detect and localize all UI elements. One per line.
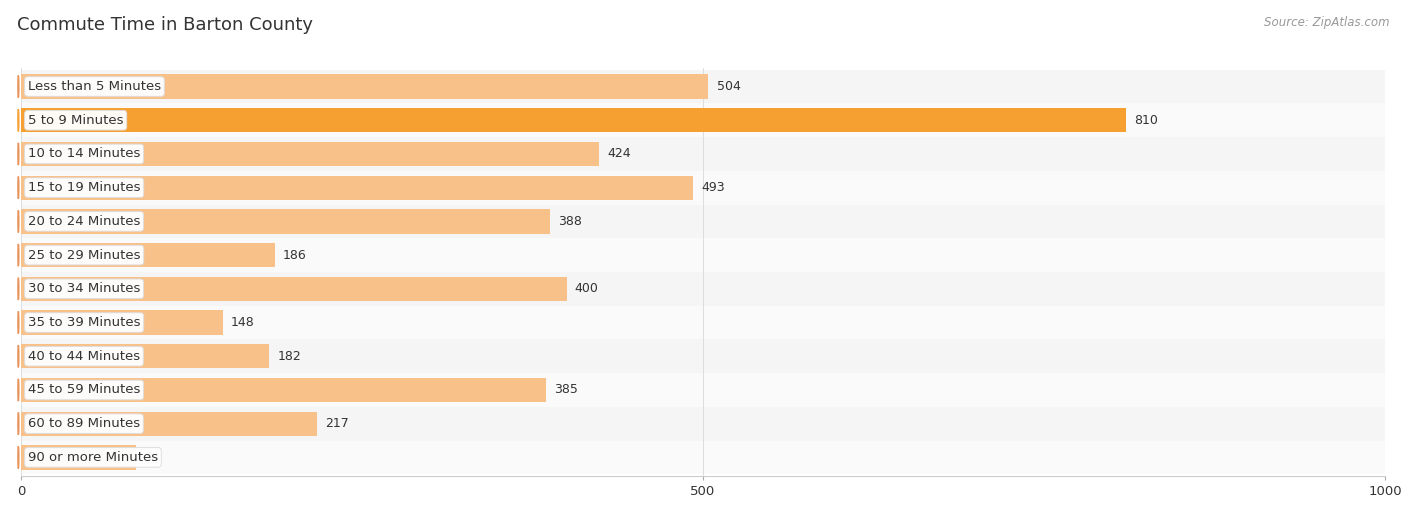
Text: 493: 493 (702, 181, 725, 194)
Bar (21, 209, 550, 234)
Bar (21, 137, 1385, 171)
Bar (21, 108, 1126, 132)
Bar (21, 104, 1385, 137)
Text: 186: 186 (283, 248, 307, 262)
Text: 182: 182 (277, 350, 301, 363)
Text: 45 to 59 Minutes: 45 to 59 Minutes (28, 383, 141, 396)
Bar (21, 277, 567, 301)
Text: 90 or more Minutes: 90 or more Minutes (28, 451, 157, 464)
Bar (21, 243, 274, 267)
Bar (21, 238, 1385, 272)
Text: 35 to 39 Minutes: 35 to 39 Minutes (28, 316, 141, 329)
Text: 388: 388 (558, 215, 582, 228)
Bar (21, 373, 1385, 407)
Text: 810: 810 (1135, 113, 1159, 127)
Text: 400: 400 (575, 282, 599, 295)
Bar (21, 440, 1385, 474)
Text: Less than 5 Minutes: Less than 5 Minutes (28, 80, 162, 93)
Bar (21, 142, 599, 166)
Text: 60 to 89 Minutes: 60 to 89 Minutes (28, 417, 141, 430)
Text: 30 to 34 Minutes: 30 to 34 Minutes (28, 282, 141, 295)
Bar (21, 344, 270, 368)
Text: 504: 504 (717, 80, 741, 93)
Text: 84: 84 (143, 451, 160, 464)
Text: 5 to 9 Minutes: 5 to 9 Minutes (28, 113, 124, 127)
Text: 40 to 44 Minutes: 40 to 44 Minutes (28, 350, 141, 363)
Text: 385: 385 (554, 383, 578, 396)
Text: 217: 217 (325, 417, 349, 430)
Bar (21, 171, 1385, 204)
Text: 15 to 19 Minutes: 15 to 19 Minutes (28, 181, 141, 194)
Bar (21, 310, 224, 335)
Text: Commute Time in Barton County: Commute Time in Barton County (17, 16, 314, 33)
Text: 424: 424 (607, 147, 631, 161)
Text: 25 to 29 Minutes: 25 to 29 Minutes (28, 248, 141, 262)
Bar (21, 70, 1385, 104)
Bar (21, 339, 1385, 373)
Bar (21, 445, 135, 470)
Bar (21, 407, 1385, 440)
Bar (21, 412, 316, 436)
Bar (21, 74, 709, 99)
Text: 20 to 24 Minutes: 20 to 24 Minutes (28, 215, 141, 228)
Bar (21, 176, 693, 200)
Text: 10 to 14 Minutes: 10 to 14 Minutes (28, 147, 141, 161)
Text: 148: 148 (231, 316, 254, 329)
Bar (21, 272, 1385, 305)
Text: Source: ZipAtlas.com: Source: ZipAtlas.com (1264, 16, 1389, 29)
Bar (21, 305, 1385, 339)
Bar (21, 204, 1385, 238)
Bar (21, 378, 546, 402)
